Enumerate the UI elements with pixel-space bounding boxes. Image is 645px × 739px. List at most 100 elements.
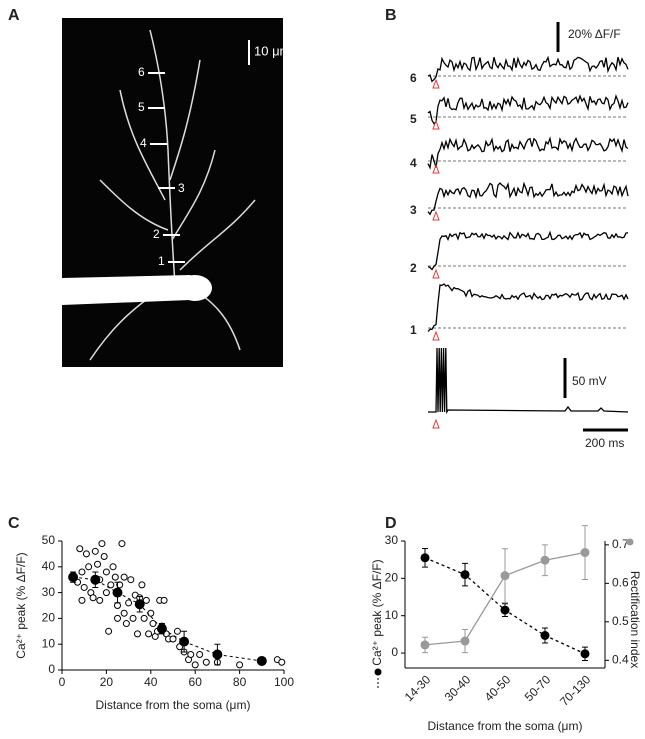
legend-key (626, 538, 634, 546)
trace (427, 181, 629, 216)
trace-label: 4 (410, 156, 417, 170)
y-tick-label: 0 (48, 662, 55, 676)
x-tick-label: 50-70 (522, 672, 554, 704)
point (80, 583, 88, 591)
point (96, 596, 104, 604)
point (100, 552, 108, 560)
marker-label: 5 (138, 100, 145, 114)
scale-label: 200 ms (585, 436, 624, 450)
x-axis-label: Distance from the soma (μm) (428, 719, 583, 733)
trace-label: 1 (410, 323, 417, 337)
x-tick-label: 40-50 (482, 672, 514, 704)
y-tick-label: 0.7 (612, 537, 629, 551)
y-tick-label: 50 (42, 533, 56, 547)
scale-label: 50 mV (572, 374, 607, 388)
voltage-trace (428, 347, 629, 415)
point (111, 573, 119, 581)
point (102, 589, 110, 597)
trace (427, 55, 629, 83)
point (109, 563, 117, 571)
y-tick-label: 10 (385, 608, 399, 622)
point (114, 614, 121, 622)
point (112, 587, 123, 598)
x-tick-label: 30-40 (442, 672, 474, 704)
point (94, 560, 102, 568)
traces: 20% ΔF/F 50 mV 200 ms (556, 22, 628, 450)
point (133, 630, 141, 638)
point (173, 627, 181, 635)
panel-label: C (8, 515, 20, 532)
trace (427, 136, 629, 170)
point (98, 540, 106, 548)
y-axis-label: Ca²⁺ peak (% ΔF/F) (370, 559, 384, 665)
x-tick-label: 0 (59, 675, 66, 689)
trace-label: 6 (410, 71, 417, 85)
x-axis-label: Distance from the soma (μm) (96, 698, 251, 712)
y-tick-label: 10 (42, 636, 56, 650)
point (91, 547, 99, 555)
y-tick-label: 0.6 (612, 576, 629, 590)
y-tick-label: 30 (42, 585, 56, 599)
point (500, 605, 510, 615)
point (420, 553, 430, 563)
trace-label: 3 (410, 203, 417, 217)
stim-marker (432, 163, 440, 174)
stim-marker (432, 78, 440, 89)
point (160, 596, 168, 604)
panel-label: D (385, 515, 397, 532)
point (78, 568, 86, 576)
marker-label: 1 (158, 254, 165, 268)
point (105, 627, 113, 635)
point (120, 609, 128, 617)
point (196, 651, 204, 659)
x-tick-label: 60 (189, 675, 203, 689)
y2-axis-label: Rectification index (628, 571, 642, 668)
y-tick-label: 0.4 (612, 652, 629, 666)
point (142, 596, 150, 604)
x-tick-label: 70-130 (557, 672, 594, 709)
point (540, 631, 550, 641)
point (147, 609, 155, 617)
point (82, 550, 90, 558)
point (118, 540, 126, 548)
point (278, 658, 286, 666)
point (90, 574, 101, 585)
marker-label: 4 (140, 136, 147, 150)
point (156, 623, 167, 634)
scale-label: 10 μm (254, 43, 290, 58)
point (145, 630, 153, 638)
point (149, 620, 157, 628)
stim-marker (432, 268, 440, 279)
point (236, 661, 244, 669)
x-tick-label: 14-30 (402, 672, 434, 704)
x-tick-label: 20 (100, 675, 114, 689)
marker-label: 3 (178, 181, 185, 195)
trace (427, 283, 629, 332)
y-tick-label: 0.5 (612, 614, 629, 628)
point (68, 572, 79, 583)
trace (427, 230, 629, 271)
point (102, 568, 110, 576)
y-tick-label: 30 (385, 533, 399, 547)
trend-line (73, 576, 262, 662)
point (420, 640, 430, 650)
point (138, 581, 146, 589)
point (212, 649, 223, 660)
panel-label: B (385, 7, 397, 24)
point (169, 635, 177, 643)
y-tick-label: 20 (42, 611, 56, 625)
trace-label: 2 (410, 261, 417, 275)
point (179, 636, 190, 647)
point (580, 548, 590, 558)
y-tick-label: 20 (385, 571, 399, 585)
point (107, 581, 115, 589)
stim-marker (432, 330, 440, 341)
stim-marker (432, 418, 440, 429)
point (256, 655, 267, 666)
point (191, 661, 199, 669)
point (460, 570, 470, 580)
trace (427, 94, 629, 125)
point (122, 620, 130, 628)
marker-label: 2 (153, 227, 160, 241)
